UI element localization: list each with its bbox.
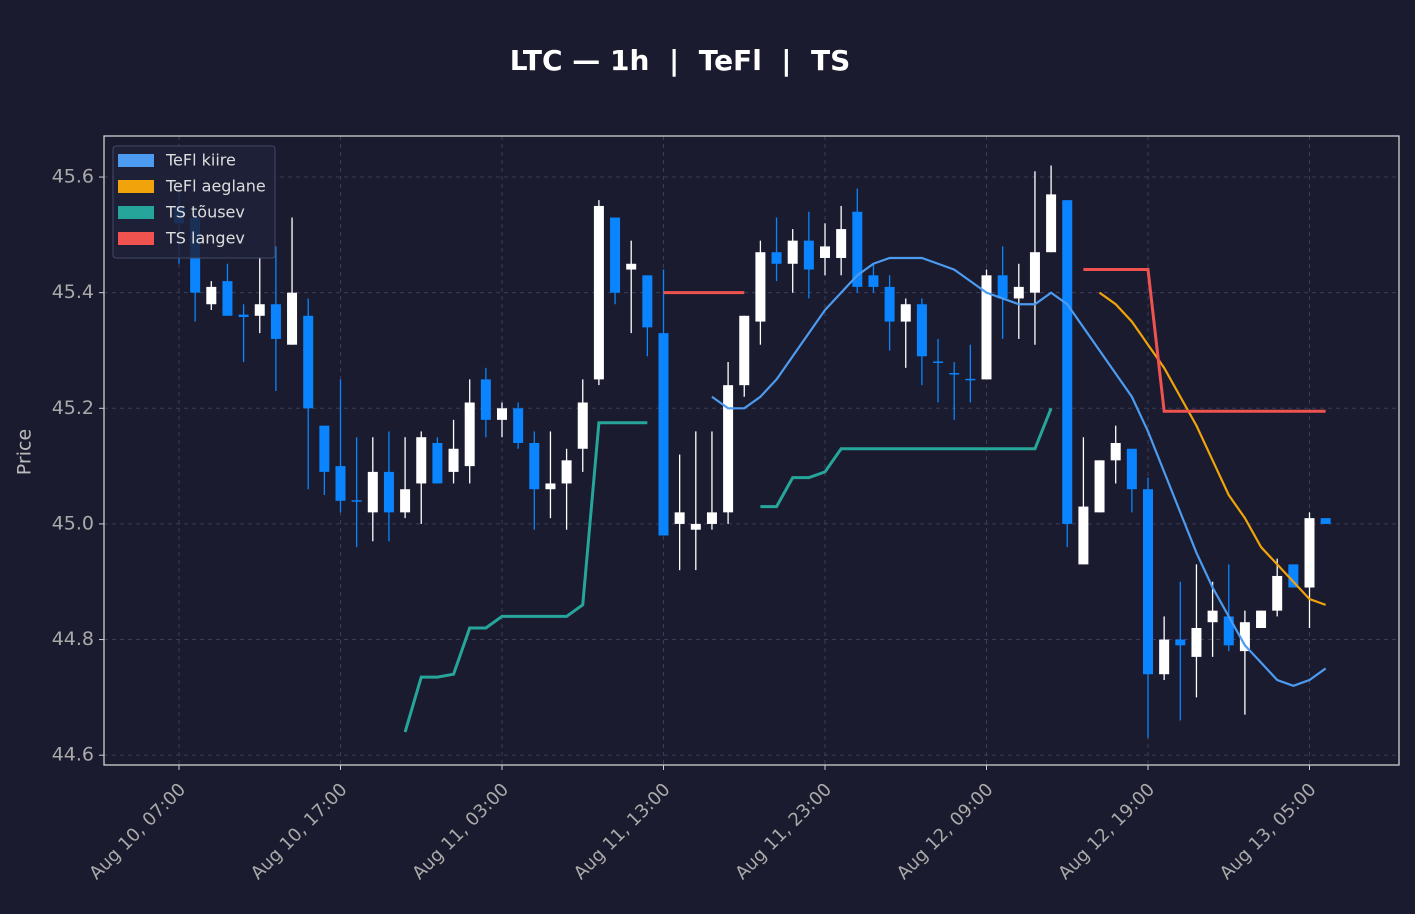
candle-body (480, 379, 491, 420)
candle-body (561, 460, 572, 484)
candle-body (739, 315, 750, 386)
legend-label: TS langev (165, 229, 245, 248)
candle-body (755, 252, 766, 322)
candle-body (820, 246, 830, 258)
candle-body (254, 304, 265, 316)
y-tick-label: 45.2 (52, 397, 94, 419)
candle-body (319, 425, 330, 472)
legend-swatch (118, 154, 154, 167)
candle-body (868, 275, 879, 287)
legend-label: TS tõusev (165, 203, 245, 222)
candle-body (1029, 252, 1040, 293)
chart-title: LTC — 1h | TeFl | TS (510, 44, 851, 77)
candle-body (448, 448, 459, 472)
candle-body (674, 512, 685, 524)
candle-body (1046, 194, 1057, 253)
candle-body (1304, 518, 1315, 588)
y-tick-label: 44.6 (52, 744, 94, 766)
candle-body (997, 275, 1008, 299)
candle-body (303, 315, 314, 409)
candle-body (222, 281, 233, 316)
candle-body (287, 292, 298, 345)
candle-body (577, 402, 588, 449)
candle-body (723, 385, 734, 513)
candle-body (884, 286, 895, 322)
candle-body (383, 471, 394, 513)
candle-body (706, 512, 717, 524)
legend-swatch (118, 180, 154, 193)
candle-body (238, 314, 249, 317)
legend-label: TeFl kiire (165, 151, 236, 170)
candle-body (900, 304, 911, 322)
candle-body (513, 408, 524, 443)
candle-body (1272, 575, 1283, 611)
candle-body (416, 437, 427, 484)
candle-body (965, 378, 976, 381)
candle-body (1110, 442, 1121, 461)
legend-swatch (118, 232, 154, 245)
candle-body (593, 205, 604, 380)
candle-body (1223, 616, 1234, 646)
indicator-line (711, 256, 1327, 687)
plot-border (103, 135, 1400, 766)
candle-body (206, 286, 217, 305)
candle-body (432, 442, 443, 484)
candle-body (949, 373, 960, 375)
candle-body (464, 402, 475, 467)
candle-body (351, 500, 362, 502)
candle-body (1239, 622, 1250, 652)
candle-body (1094, 460, 1105, 513)
indicator-line (403, 407, 1053, 733)
legend-label: TeFl aeglane (165, 177, 266, 196)
candle-body (367, 471, 378, 513)
candle-body (497, 408, 507, 420)
candle-body (1320, 518, 1331, 524)
indicator-line (663, 268, 1326, 413)
candle-body (1143, 489, 1153, 675)
candle-body (1013, 286, 1024, 299)
candle-body (852, 211, 863, 287)
candle-body (771, 252, 782, 264)
candle-body (270, 304, 281, 339)
candle-body (803, 240, 814, 270)
y-tick-label: 45.6 (52, 166, 94, 188)
legend-box (112, 145, 276, 259)
candle-body (1175, 639, 1186, 646)
candle-body (787, 240, 798, 264)
y-tick-label: 45.0 (52, 512, 94, 534)
candle-body (529, 442, 540, 490)
candle-body (335, 466, 346, 501)
y-axis-label: Price (14, 429, 36, 475)
candle-body (400, 489, 411, 513)
candle-body (836, 229, 847, 258)
candle-body (916, 304, 927, 357)
candle-body (1256, 610, 1267, 628)
legend-swatch (118, 206, 154, 219)
candle-body (642, 275, 653, 328)
candle-body (690, 523, 701, 530)
candle-body (610, 217, 621, 293)
candle-body (1062, 200, 1073, 524)
candle-body (626, 263, 637, 270)
candle-body (1159, 639, 1170, 675)
candle-body (981, 275, 992, 380)
candle-body (1191, 627, 1202, 657)
y-tick-label: 45.4 (52, 281, 94, 303)
indicator-line (1098, 291, 1327, 606)
y-tick-label: 44.8 (52, 628, 94, 650)
candle-body (1126, 448, 1137, 490)
candle-body (933, 361, 944, 363)
candle-body (1207, 610, 1218, 623)
candle-body (545, 483, 556, 490)
candle-body (1078, 506, 1089, 565)
candle-body (658, 333, 669, 536)
candle-body (1288, 564, 1299, 588)
